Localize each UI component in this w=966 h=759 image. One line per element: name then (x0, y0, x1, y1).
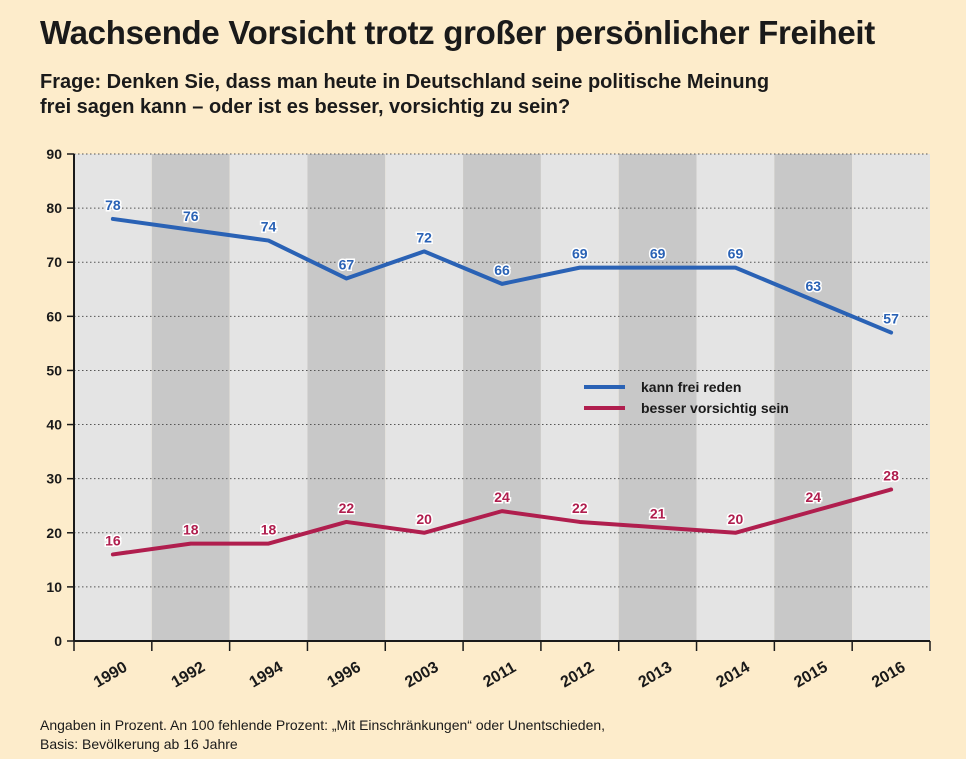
column-band (307, 154, 386, 641)
data-label: 78 (105, 197, 121, 213)
data-label: 67 (339, 256, 355, 272)
x-tick-label: 2013 (636, 659, 675, 692)
data-labels: 78 76 74 67 72 66 69 69 69 63 57 16 18 18 22 20 24 22 21 20… (104, 195, 901, 549)
x-tick-label: 2016 (869, 659, 908, 692)
column-band (385, 154, 464, 641)
y-tick-label: 70 (46, 254, 62, 270)
column-bands (74, 154, 930, 641)
data-label: 18 (261, 522, 277, 538)
y-tick-label: 0 (54, 633, 62, 649)
axes (67, 153, 931, 651)
series-lines (110, 216, 894, 557)
x-tick-label: 2012 (558, 659, 597, 692)
y-tick-label: 50 (46, 362, 62, 378)
question-line-1: Frage: Denken Sie, dass man heute in Deu… (40, 71, 770, 93)
column-band (774, 154, 853, 641)
footnote-line-2: Basis: Bevölkerung ab 16 Jahre (40, 736, 238, 752)
data-label: 28 (883, 467, 899, 483)
data-label: 63 (805, 278, 821, 294)
x-tick-label: 2003 (402, 659, 441, 692)
data-label: 22 (339, 500, 355, 516)
column-band (74, 154, 152, 641)
legend-label: besser vorsichtig sein (641, 400, 789, 416)
chart-title: Wachsende Vorsicht trotz großer persönli… (40, 14, 875, 51)
data-label: 72 (416, 229, 432, 245)
y-tick-label: 10 (46, 579, 62, 595)
y-tick-label: 90 (46, 146, 62, 162)
y-tick-label: 20 (46, 525, 62, 541)
data-label: 74 (261, 219, 277, 235)
series-line-kann-frei-reden (110, 216, 894, 335)
x-tick-label: 1996 (324, 659, 363, 692)
data-label: 20 (728, 511, 744, 527)
x-tick-label: 1992 (169, 659, 208, 692)
column-band (696, 154, 775, 641)
data-label: 18 (183, 522, 199, 538)
legend-label: kann frei reden (641, 379, 741, 395)
column-band (618, 154, 697, 641)
data-label: 22 (572, 500, 588, 516)
x-tick-label: 2011 (480, 659, 519, 691)
chart-subtitle: Frage: Denken Sie, dass man heute in Deu… (40, 70, 769, 120)
data-label: 20 (416, 511, 432, 527)
footnote: Angaben in Prozent. An 100 fehlende Proz… (40, 716, 605, 754)
y-tick-label: 30 (46, 471, 62, 487)
x-tick-label: 1994 (247, 659, 286, 692)
column-band (540, 154, 619, 641)
column-band (852, 154, 930, 641)
column-band (463, 154, 541, 641)
x-tick-label: 2014 (714, 659, 753, 692)
x-axis-tick-labels: 1990 1992 1994 1996 2003 2011 2012 2013 2014 2015… (91, 659, 909, 692)
y-axis-tick-labels: 0 10 20 30 40 50 60 70 80 90 (46, 146, 62, 649)
series-line-besser-vorsichtig-sein (110, 487, 894, 557)
question-line-2: frei sagen kann – oder ist es besser, vo… (40, 96, 571, 118)
legend: kann frei reden besser vorsichtig sein (584, 379, 789, 416)
data-label: 69 (572, 246, 588, 262)
gridlines (74, 153, 930, 588)
data-label: 21 (650, 505, 666, 521)
data-label: 24 (805, 489, 821, 505)
data-label: 76 (183, 208, 199, 224)
y-tick-label: 60 (46, 308, 62, 324)
footnote-line-1: Angaben in Prozent. An 100 fehlende Proz… (40, 717, 606, 733)
x-tick-label: 2015 (791, 659, 830, 692)
data-label: 69 (650, 246, 666, 262)
data-label: 66 (494, 262, 510, 278)
data-label: 16 (105, 532, 121, 548)
y-tick-label: 40 (46, 417, 62, 433)
data-label: 69 (728, 246, 744, 262)
data-label: 24 (494, 489, 510, 505)
data-label: 57 (883, 311, 899, 327)
y-tick-label: 80 (46, 200, 62, 216)
x-tick-label: 1990 (91, 659, 130, 692)
